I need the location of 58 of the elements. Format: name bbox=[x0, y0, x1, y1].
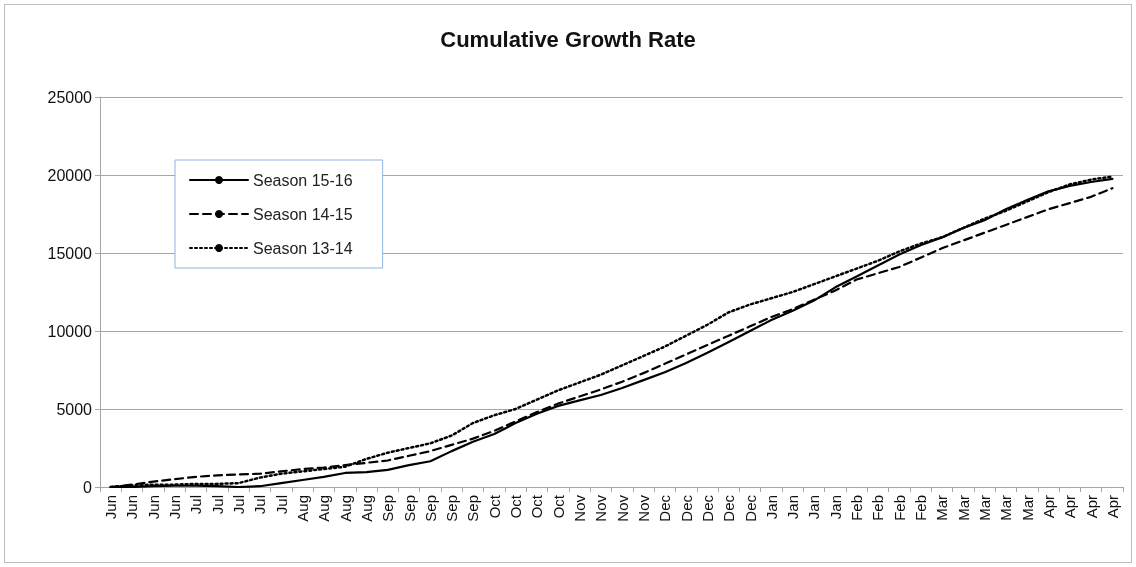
x-tick-label: Oct bbox=[507, 494, 525, 519]
x-tick-label: Nov bbox=[571, 494, 589, 522]
y-tick-label: 15000 bbox=[47, 244, 93, 262]
y-tick-label: 5000 bbox=[56, 400, 93, 418]
x-tick-label: Mar bbox=[954, 495, 972, 521]
x-tick-label: Jun bbox=[102, 495, 120, 520]
x-tick-label: Dec bbox=[656, 494, 674, 522]
x-tick-label: Dec bbox=[741, 494, 759, 522]
x-tick-label: Sep bbox=[443, 495, 461, 522]
x-tick-label: Apr bbox=[1103, 495, 1121, 519]
x-tick-label: Aug bbox=[336, 495, 354, 522]
x-tick-label: Sep bbox=[464, 495, 482, 522]
x-tick-label: Mar bbox=[975, 495, 993, 521]
x-tick-label: Sep bbox=[400, 495, 418, 522]
x-tick-label: Sep bbox=[379, 495, 397, 522]
x-tick-label: Dec bbox=[677, 494, 695, 522]
x-tick-label: Sep bbox=[421, 495, 439, 522]
x-tick-label: Apr bbox=[1039, 495, 1057, 519]
x-tick-label: Nov bbox=[634, 494, 652, 522]
x-tick-label: Aug bbox=[315, 495, 333, 522]
x-tick-label: Mar bbox=[933, 495, 951, 521]
x-tick-label: Jul bbox=[272, 495, 290, 515]
x-tick-label: Feb bbox=[912, 495, 930, 521]
y-tick-label: 25000 bbox=[47, 88, 93, 106]
x-tick-label: Jul bbox=[208, 495, 226, 515]
x-tick-label: Jul bbox=[251, 495, 269, 515]
x-tick-label: Dec bbox=[698, 494, 716, 522]
chart-title: Cumulative Growth Rate bbox=[440, 26, 696, 52]
y-tick-label: 20000 bbox=[47, 166, 93, 184]
x-tick-label: Feb bbox=[869, 495, 887, 521]
x-tick-label: Oct bbox=[485, 494, 503, 519]
y-tick-label: 0 bbox=[83, 478, 93, 496]
x-tick-label: Jul bbox=[230, 495, 248, 515]
x-tick-label: Nov bbox=[613, 494, 631, 522]
x-tick-label: Jan bbox=[805, 495, 823, 520]
x-tick-label: Mar bbox=[1018, 495, 1036, 521]
x-tick-label: Jul bbox=[187, 495, 205, 515]
x-tick-label: Nov bbox=[592, 494, 610, 522]
x-tick-label: Jan bbox=[762, 495, 780, 520]
x-tick-label: Apr bbox=[1082, 495, 1100, 519]
x-tick-label: Apr bbox=[1061, 495, 1079, 519]
legend-label: Season 14-15 bbox=[253, 205, 353, 223]
x-tick-label: Aug bbox=[357, 495, 375, 522]
x-tick-label: Feb bbox=[890, 495, 908, 521]
x-tick-label: Oct bbox=[528, 494, 546, 519]
x-tick-label: Jun bbox=[166, 495, 184, 520]
x-tick-label: Jun bbox=[144, 495, 162, 520]
x-tick-label: Jan bbox=[784, 495, 802, 520]
y-tick-label: 10000 bbox=[47, 322, 93, 340]
x-tick-label: Jun bbox=[123, 495, 141, 520]
x-tick-label: Aug bbox=[293, 495, 311, 522]
x-tick-label: Jan bbox=[826, 495, 844, 520]
x-tick-label: Feb bbox=[848, 495, 866, 521]
legend-label: Season 13-14 bbox=[253, 239, 353, 257]
x-tick-label: Oct bbox=[549, 494, 567, 519]
x-tick-label: Dec bbox=[720, 494, 738, 522]
x-tick-label: Mar bbox=[997, 495, 1015, 521]
legend-label: Season 15-16 bbox=[253, 171, 353, 189]
